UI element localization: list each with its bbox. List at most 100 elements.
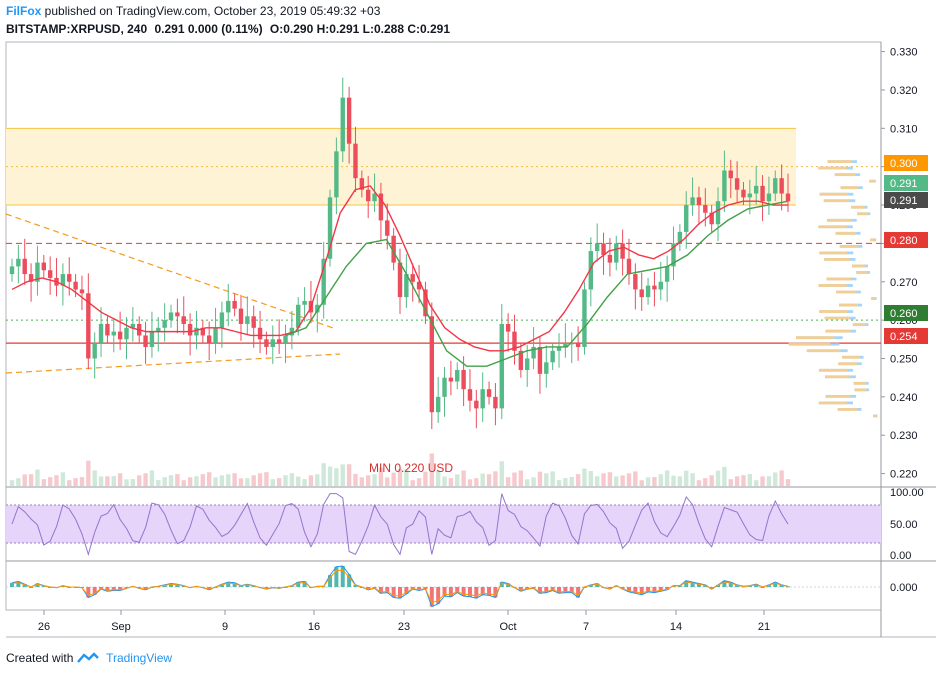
profile-bar-orange (871, 297, 876, 300)
candle (219, 301, 225, 348)
candle (353, 126, 358, 192)
price-badge: 0.280 (884, 232, 928, 248)
candle-body (41, 262, 47, 271)
macd-bar (779, 584, 784, 587)
macd-bar (385, 587, 390, 593)
volume-bar (226, 474, 231, 486)
candle-body (544, 362, 549, 374)
volume-bar (709, 475, 714, 486)
candle-body (645, 285, 651, 298)
volume-bar (779, 470, 784, 486)
volume-bar (251, 475, 256, 486)
macd-bar (340, 566, 345, 587)
time-tick-label: 21 (758, 621, 770, 633)
badge-value: 0.260 (890, 308, 918, 320)
profile-bar-orange (852, 323, 866, 327)
candle-body (219, 312, 225, 328)
macd-bar (652, 587, 657, 593)
candle-body (111, 331, 116, 336)
macd-tick-label: 0.000 (890, 582, 918, 594)
volume-bar (684, 470, 689, 486)
profile-bar-orange (842, 355, 860, 359)
macd-bar (754, 584, 759, 587)
candle-body (321, 258, 326, 305)
candle (734, 161, 740, 204)
candle-body (117, 331, 123, 340)
volume-bar (677, 476, 683, 486)
candle (321, 241, 326, 319)
candle (41, 254, 47, 278)
candle (709, 205, 714, 232)
macd-bar (334, 566, 339, 587)
profile-bar-orange (869, 179, 875, 183)
candle (391, 228, 396, 271)
volume-bar (410, 480, 415, 486)
candle (340, 77, 345, 163)
author-name[interactable]: FilFox (6, 4, 42, 18)
volume-bar (92, 470, 97, 486)
candle-body (728, 170, 733, 179)
candle (124, 317, 129, 360)
macd-bar (264, 587, 269, 590)
volume-bar (334, 468, 339, 486)
volume-bar (664, 470, 670, 486)
volume-bar (766, 476, 772, 486)
macd-bar (245, 584, 250, 587)
volume-bar (385, 477, 390, 486)
candle (715, 187, 721, 242)
candle-body (556, 346, 562, 351)
price-tick-label: 0.240 (890, 392, 918, 404)
profile-bar-orange (835, 231, 856, 235)
candle (296, 297, 301, 336)
macd-bar (10, 582, 14, 587)
candle-body (98, 323, 104, 344)
volume-bar (156, 480, 161, 486)
badge-value: 0.291 (890, 195, 918, 207)
candle (117, 311, 123, 351)
macd-bar (773, 582, 778, 587)
volume-bar (346, 464, 352, 486)
macd-bar (232, 582, 237, 587)
volume-bar (54, 475, 59, 486)
macd-bar (563, 587, 568, 593)
volume-bar (658, 474, 663, 486)
candle (372, 173, 377, 212)
volume-bar (607, 472, 613, 486)
volume-bar (308, 475, 314, 486)
price-tick-label: 0.220 (890, 469, 918, 481)
candle (480, 372, 485, 423)
volume-bar (544, 473, 549, 486)
macd-bar (525, 587, 530, 590)
volume-bar (499, 461, 504, 486)
candle-body (690, 197, 695, 206)
candle-body (47, 270, 53, 278)
macd-bar (467, 587, 472, 597)
volume-bar (359, 477, 365, 486)
candle (67, 257, 72, 296)
macd-bar (99, 587, 104, 590)
time-tick-label: 7 (583, 621, 589, 633)
volume-bar (671, 475, 676, 486)
candle-body (35, 262, 40, 282)
volume-bar (276, 478, 282, 486)
macd-bar (92, 587, 97, 595)
badge-value: 0.300 (890, 158, 918, 170)
candle-body (563, 343, 568, 347)
volume-bar (245, 478, 250, 486)
candle (378, 182, 384, 241)
candle-body (747, 193, 753, 198)
price-badge: 0.254 (884, 328, 928, 344)
volume-bar (518, 470, 524, 486)
candle-body (149, 331, 155, 347)
time-axis[interactable]: 26 Sep 9 16 23 Oct 7 14 21 (38, 610, 770, 633)
macd-bar (474, 587, 479, 599)
volume-bar (505, 477, 511, 486)
tradingview-logo-icon[interactable] (76, 651, 102, 665)
tradingview-brand[interactable]: TradingView (106, 651, 173, 665)
candle-body (626, 258, 632, 275)
macd-bar (436, 587, 441, 604)
profile-bar-orange (823, 199, 850, 203)
candle-body (550, 350, 555, 363)
candle (448, 360, 454, 396)
